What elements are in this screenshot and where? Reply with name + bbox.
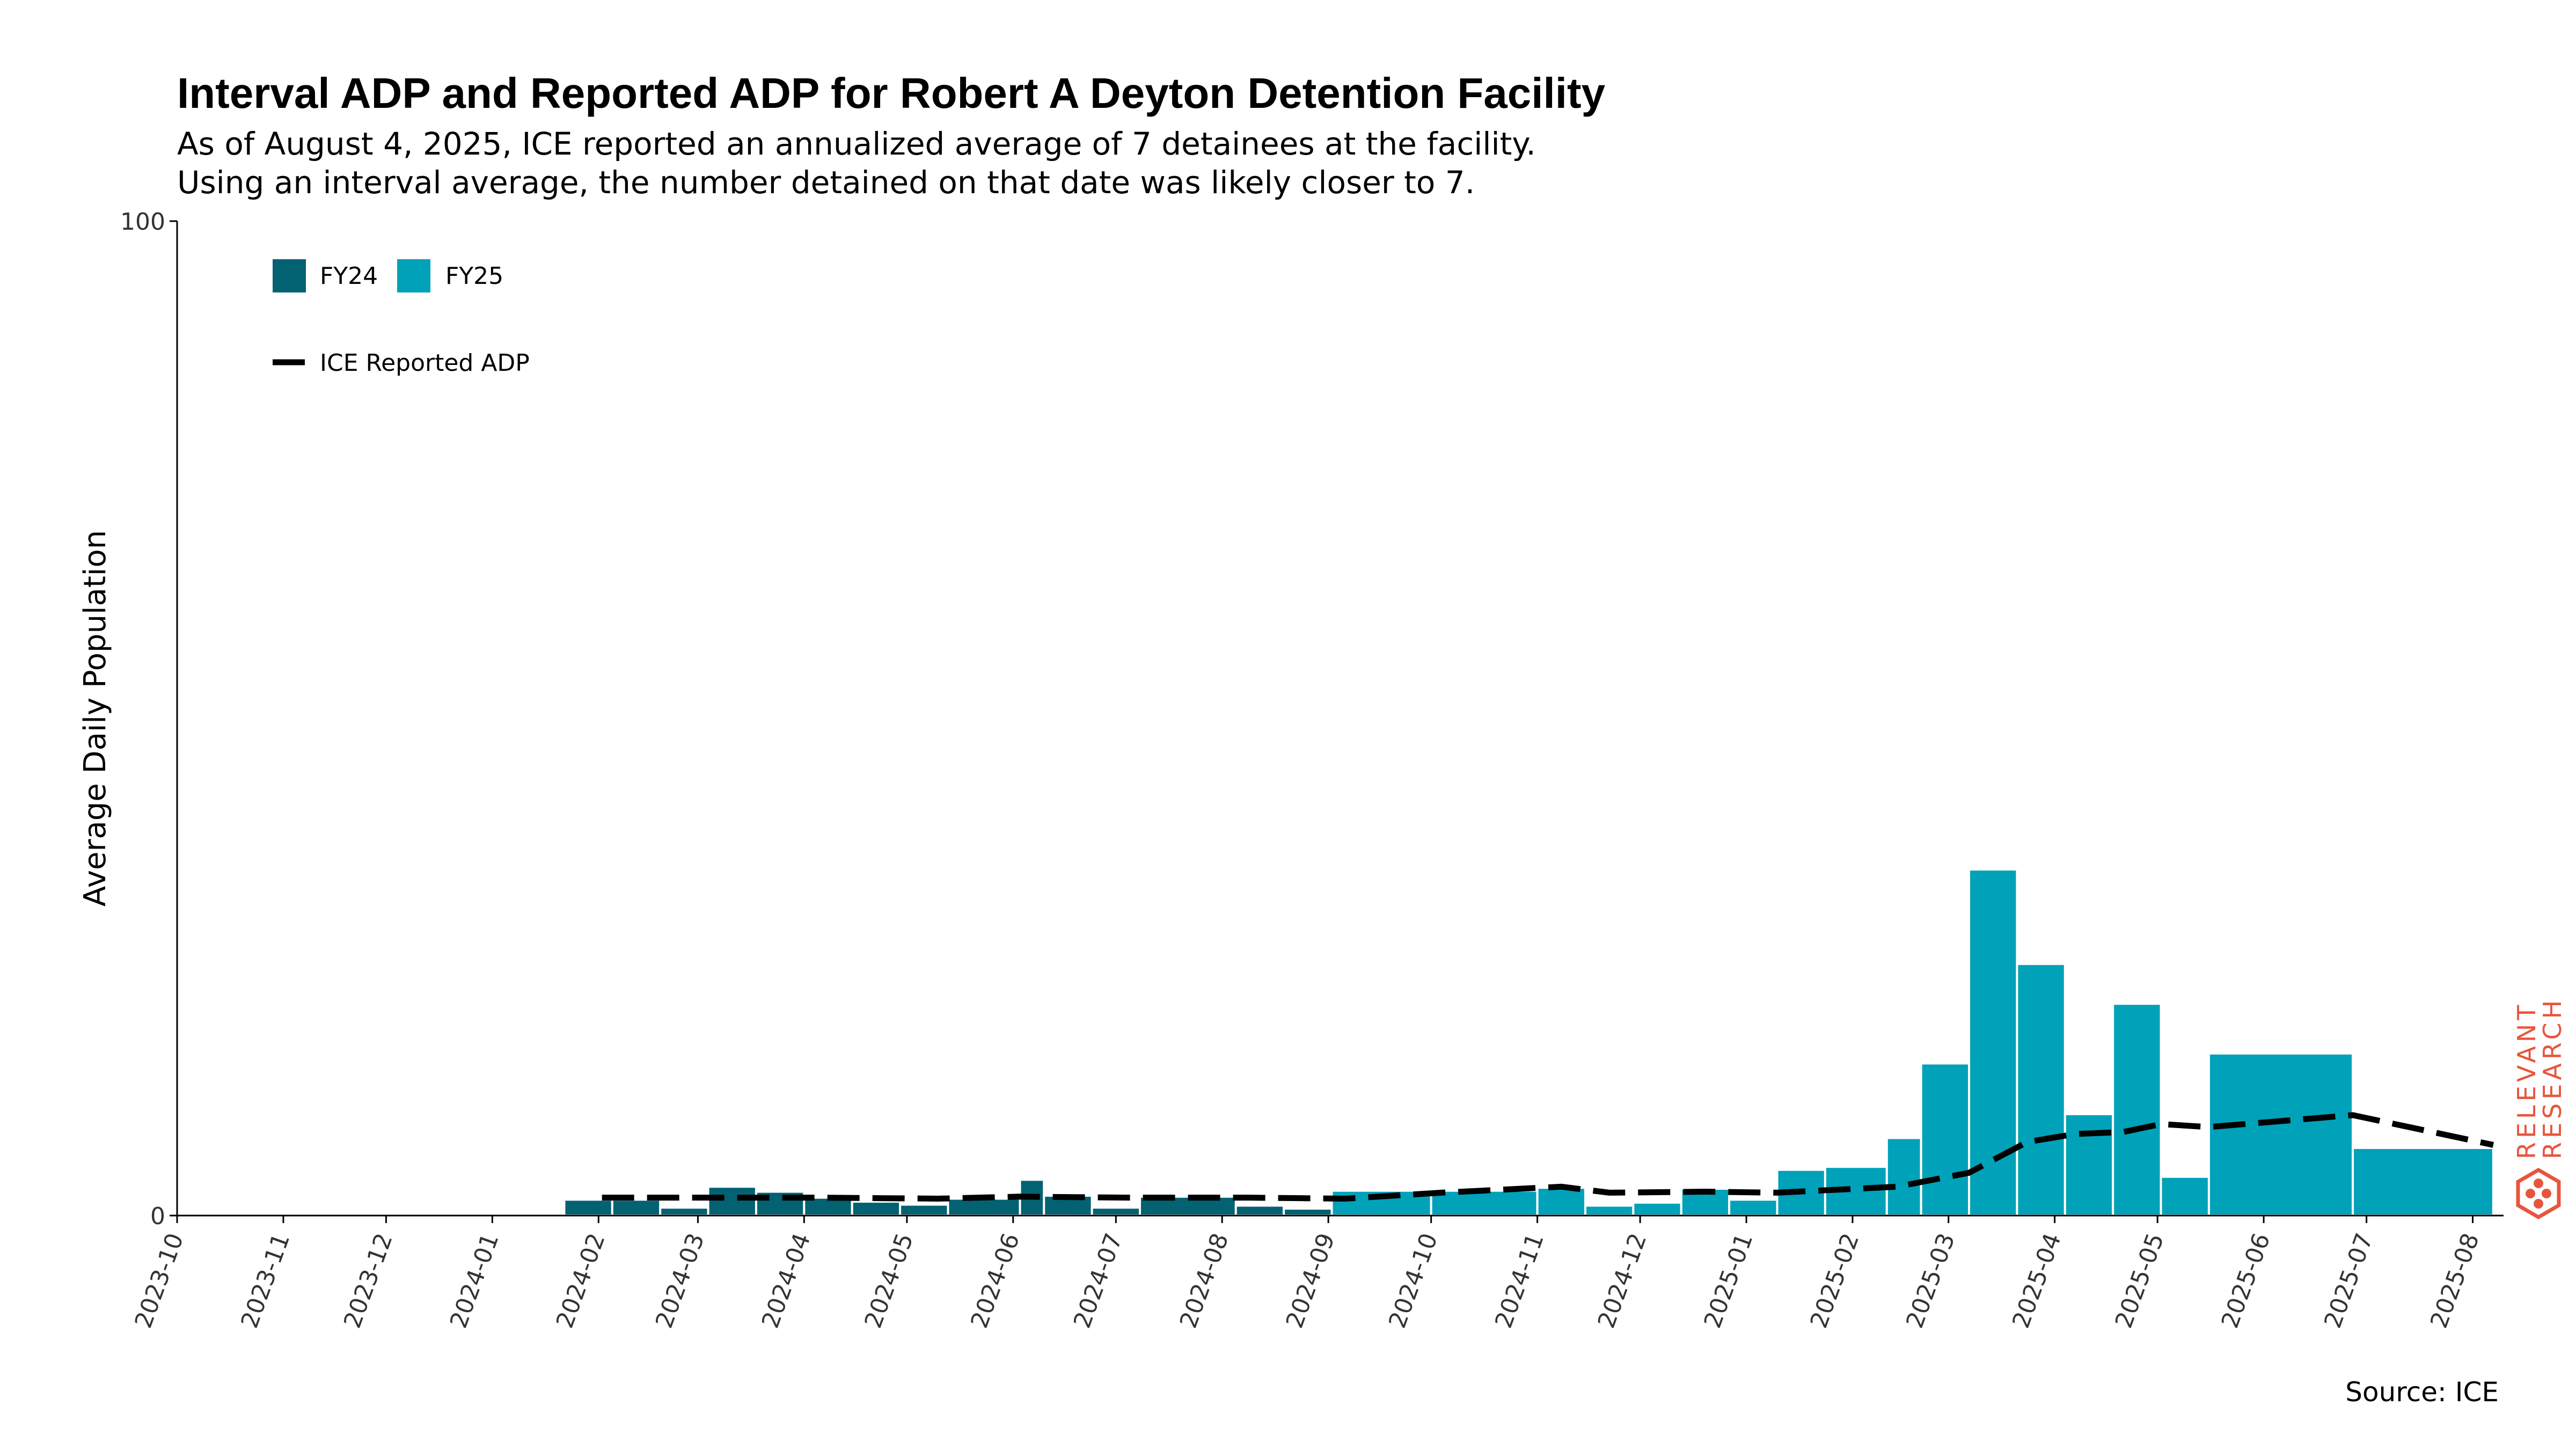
- logo-text-relevant: RELEVANT: [2512, 1001, 2541, 1159]
- x-tick-label-2: 2023-12: [339, 1230, 398, 1331]
- bar-fy24-3: [707, 1185, 757, 1217]
- bar-fy25-27: [2016, 963, 2066, 1217]
- x-tick-label-10: 2024-08: [1175, 1230, 1234, 1331]
- x-tick-label-18: 2025-04: [2007, 1230, 2067, 1331]
- legend-swatch-fy25: [397, 259, 430, 292]
- bar-fy25-16: [1430, 1189, 1539, 1217]
- bar-fy25-21: [1728, 1198, 1779, 1217]
- x-tick-label-16: 2025-02: [1805, 1230, 1865, 1331]
- x-tick-label-5: 2024-03: [650, 1230, 710, 1331]
- legend-label-reported-adp: ICE Reported ADP: [320, 349, 530, 377]
- x-tick-label-13: 2024-11: [1490, 1230, 1549, 1331]
- x-tick-label-6: 2024-04: [757, 1230, 816, 1331]
- bar-fy24-8: [947, 1197, 1021, 1217]
- source-note: Source: ICE: [2345, 1377, 2499, 1408]
- x-tick-label-12: 2024-10: [1384, 1230, 1443, 1331]
- chart-subtitle-line-2: Using an interval average, the number de…: [177, 164, 1475, 201]
- x-tick-label-15: 2025-01: [1699, 1230, 1759, 1331]
- bar-fy24-1: [611, 1198, 662, 1217]
- bar-fy25-26: [1968, 868, 2018, 1217]
- x-tick-label-4: 2024-02: [551, 1230, 611, 1331]
- legend-swatch-fy24: [273, 259, 306, 292]
- bar-fy25-25: [1920, 1062, 1971, 1217]
- logo-hexagon-icon: [2516, 1167, 2561, 1220]
- x-tick-label-17: 2025-03: [1901, 1230, 1960, 1331]
- bar-fy25-24: [1885, 1137, 1922, 1217]
- x-tick-label-21: 2025-07: [2319, 1230, 2379, 1331]
- chart-subtitle-line-1: As of August 4, 2025, ICE reported an an…: [177, 126, 1536, 162]
- legend-label-fy25: FY25: [445, 262, 503, 290]
- relevant-research-logo: RELEVANT RESEARCH: [2512, 997, 2567, 1220]
- y-tick-label-0: 0: [150, 1203, 165, 1230]
- bar-fy24-11: [1091, 1206, 1141, 1217]
- bar-fy25-30: [2160, 1175, 2210, 1217]
- x-tick-label-3: 2024-01: [445, 1230, 504, 1331]
- x-tick-label-8: 2024-06: [965, 1230, 1025, 1331]
- logo-text-research: RESEARCH: [2538, 997, 2567, 1159]
- bar-fy24-7: [899, 1203, 949, 1217]
- x-tick-label-11: 2024-09: [1281, 1230, 1341, 1331]
- y-axis-label: Average Daily Population: [78, 530, 113, 906]
- x-tick-label-22: 2025-08: [2425, 1230, 2485, 1331]
- bar-fy24-6: [851, 1201, 902, 1217]
- chart-title: Interval ADP and Reported ADP for Robert…: [177, 69, 1606, 117]
- x-tick-label-1: 2023-11: [236, 1230, 295, 1331]
- bar-fy25-32: [2352, 1146, 2494, 1217]
- x-tick-label-14: 2024-12: [1593, 1230, 1652, 1331]
- x-tick-label-0: 2023-10: [130, 1230, 189, 1331]
- x-tick-label-19: 2025-05: [2110, 1230, 2170, 1331]
- bar-fy24-13: [1234, 1204, 1285, 1217]
- x-tick-label-7: 2024-05: [859, 1230, 919, 1331]
- bar-fy24-0: [563, 1198, 613, 1217]
- x-tick-label-20: 2025-06: [2216, 1230, 2276, 1331]
- bar-fy25-28: [2063, 1113, 2114, 1217]
- bar-fy25-29: [2112, 1002, 2162, 1217]
- x-tick-label-9: 2024-07: [1069, 1230, 1128, 1331]
- legend-label-fy24: FY24: [320, 262, 378, 290]
- reported-adp-line: [602, 1112, 2494, 1202]
- bar-fy25-17: [1536, 1187, 1586, 1217]
- bar-fy25-18: [1584, 1204, 1635, 1217]
- bar-fy24-2: [659, 1206, 709, 1217]
- y-tick-label-1: 100: [120, 208, 165, 236]
- bar-fy25-31: [2207, 1052, 2354, 1217]
- bar-fy25-19: [1632, 1201, 1682, 1217]
- bar-fy24-14: [1283, 1208, 1333, 1217]
